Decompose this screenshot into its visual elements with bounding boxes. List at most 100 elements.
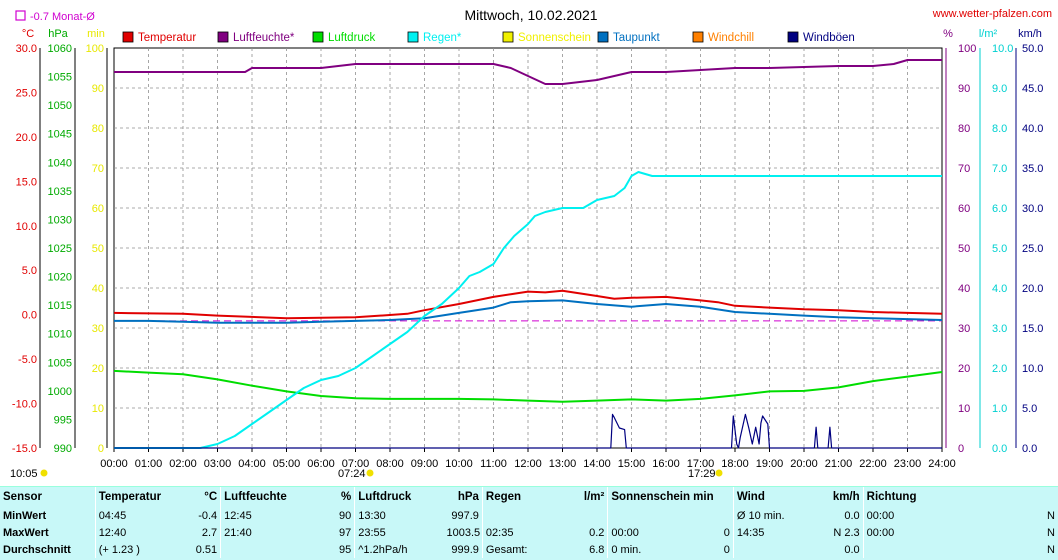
table-row: MinWert 04:45 -0.4 12:45 90 13:30 997.9 … — [0, 507, 1058, 524]
legend-swatch — [692, 31, 704, 43]
table-cell: 6.8 — [589, 543, 605, 556]
tick-label: 6.0 — [992, 203, 1007, 215]
table-cell: ^1.2hPa/h — [354, 541, 444, 558]
axes: -15.0 -10.0 -5.0 0.0 5.0 10.0 15.0 20.0 25.0 30.0… — [12, 28, 1044, 470]
table-cell: 2.7 — [201, 526, 218, 539]
table-cell — [732, 541, 827, 558]
table-cell: Gesamt: — [481, 541, 572, 558]
grid — [113, 47, 943, 449]
table-cell — [862, 541, 922, 558]
tick-label: 1030 — [48, 214, 72, 226]
weather-chart: Mittwoch, 10.02.2021 www.wetter-pfalzen.… — [10, 7, 1052, 480]
tick-label: 35.0 — [1022, 163, 1043, 175]
tick-label: 50.0 — [1022, 43, 1043, 55]
table-cell: 0.0 — [844, 543, 860, 556]
header-cell: km/h — [832, 491, 860, 503]
tick-label: -10.0 — [12, 399, 37, 411]
x-tick-label: 19:00 — [756, 458, 784, 470]
tick-label: 40 — [92, 283, 104, 295]
tick-label: 990 — [54, 443, 72, 455]
table-cell — [220, 541, 318, 558]
legend-swatch — [217, 31, 229, 43]
tick-label: 20 — [958, 363, 970, 375]
tick-label: 90 — [92, 83, 104, 95]
tick-label: 1010 — [48, 329, 72, 341]
tick-label: 1025 — [48, 243, 72, 255]
x-tick-label: 02:00 — [169, 458, 197, 470]
x-tick-label: 23:00 — [894, 458, 922, 470]
chart-title: Mittwoch, 10.02.2021 — [464, 7, 597, 23]
tick-label: -15.0 — [12, 443, 37, 455]
axis-unit: min — [87, 28, 105, 40]
table-cell: 0 min. 0 — [607, 541, 734, 558]
tick-label: 25.0 — [1022, 243, 1043, 255]
x-tick-label: 08:00 — [376, 458, 404, 470]
sun-total: 0 min. — [611, 543, 642, 556]
sunrise-icon — [366, 469, 374, 477]
frost-marker-icon — [15, 10, 26, 21]
table-cell: 21:40 — [220, 524, 318, 541]
tick-label: 30 — [92, 323, 104, 335]
x-tick-label: 04:00 — [238, 458, 266, 470]
table-cell — [607, 507, 734, 524]
header-cell: °C — [204, 491, 218, 503]
tick-label: 1040 — [48, 157, 72, 169]
table-cell: 00:00 — [862, 507, 922, 524]
x-tick-label: 13:00 — [549, 458, 577, 470]
tick-label: -5.0 — [18, 354, 37, 366]
tick-label: 0.0 — [992, 443, 1007, 455]
tick-label: 1055 — [48, 72, 72, 84]
tick-label: 20.0 — [16, 132, 37, 144]
tick-label: 40 — [958, 283, 970, 295]
tick-label: 0 — [958, 443, 964, 455]
table-cell: N — [1047, 526, 1055, 539]
legend: Temperatur Luftfeuchte* Luftdruck Regen* Son… — [122, 31, 855, 44]
tick-label: 20.0 — [1022, 283, 1043, 295]
table-cell: 12:40 — [94, 524, 189, 541]
tick-label: 10.0 — [16, 221, 37, 233]
tick-label: 45.0 — [1022, 83, 1043, 95]
table-header-row: Sensor Temperatur °C Luftfeuchte % Luftd… — [0, 487, 1058, 507]
series-line-2 — [114, 59, 942, 85]
tick-label: 1.0 — [992, 403, 1007, 415]
x-tick-label: 21:00 — [825, 458, 853, 470]
statistics-table: Sensor Temperatur °C Luftfeuchte % Luftd… — [0, 487, 1058, 558]
tick-label: 5.0 — [1022, 403, 1037, 415]
table-cell: 0.51 — [195, 543, 218, 556]
tick-label: 90 — [958, 83, 970, 95]
tick-label: 80 — [92, 123, 104, 135]
tick-label: 60 — [92, 203, 104, 215]
x-tick-label: 14:00 — [583, 458, 611, 470]
table-row: Durchschnitt (+ 1.23 ) 0.51 95 ^1.2hPa/h… — [0, 541, 1058, 558]
table-cell: 0.0 — [844, 509, 860, 522]
table-cell: 13:30 — [354, 507, 444, 524]
tick-label: 1035 — [48, 186, 72, 198]
row-label: MaxWert — [3, 526, 49, 539]
tick-label: 50 — [92, 243, 104, 255]
table-cell: (+ 1.23 ) — [94, 541, 189, 558]
header-cell: Luftdruck — [354, 487, 444, 507]
statistics-panel: Sensor Temperatur °C Luftfeuchte % Luftd… — [0, 486, 1058, 560]
x-tick-label: 05:00 — [273, 458, 301, 470]
axis-unit: % — [943, 28, 953, 40]
tick-label: 80 — [958, 123, 970, 135]
tick-label: 8.0 — [992, 123, 1007, 135]
time-left-label: 10:05 — [10, 468, 38, 480]
tick-label: 50 — [958, 243, 970, 255]
table-cell: 95 — [339, 543, 352, 556]
x-tick-label: 07:00 — [342, 458, 370, 470]
x-tick-label: 09:00 — [411, 458, 439, 470]
legend-label: Windböen — [803, 32, 855, 44]
legend-label: Regen* — [423, 32, 462, 44]
site-link[interactable]: www.wetter-pfalzen.com — [932, 8, 1052, 20]
table-cell: 00:00 0 — [607, 524, 734, 541]
table-cell: -0.4 — [198, 509, 218, 522]
tick-label: 1000 — [48, 386, 72, 398]
axis-unit: l/m² — [979, 28, 998, 40]
table-cell: 23:55 — [354, 524, 444, 541]
legend-swatch — [122, 31, 134, 43]
tick-label: 0 — [98, 443, 104, 455]
series-line-4 — [114, 171, 942, 449]
table-cell: 997.9 — [451, 509, 479, 522]
table-row: MaxWert 12:40 2.7 21:40 97 23:55 1003.5 … — [0, 524, 1058, 541]
